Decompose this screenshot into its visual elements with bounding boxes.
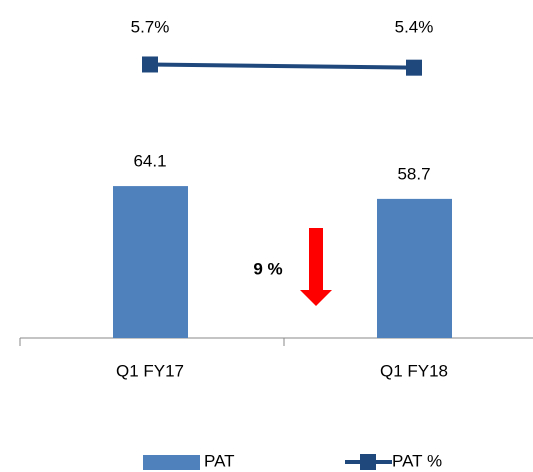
annotation: 9 % — [253, 259, 282, 278]
data-label: 64.1 — [133, 152, 166, 171]
legend-swatch — [143, 455, 200, 470]
line — [149, 62, 415, 70]
marker — [142, 56, 158, 73]
bar — [377, 198, 452, 338]
legend-swatch — [360, 454, 376, 470]
legend-label: PAT % — [392, 451, 442, 470]
x-tick-label: Q1 FY17 — [116, 361, 184, 380]
data-label: 5.4% — [395, 17, 434, 36]
bar — [113, 186, 188, 338]
legend-label: PAT — [204, 451, 235, 470]
x-tick-label: Q1 FY18 — [380, 361, 448, 380]
marker — [406, 59, 422, 76]
annotation-arrow — [300, 228, 332, 306]
data-label: 58.7 — [397, 164, 430, 183]
data-label: 5.7% — [131, 17, 170, 36]
